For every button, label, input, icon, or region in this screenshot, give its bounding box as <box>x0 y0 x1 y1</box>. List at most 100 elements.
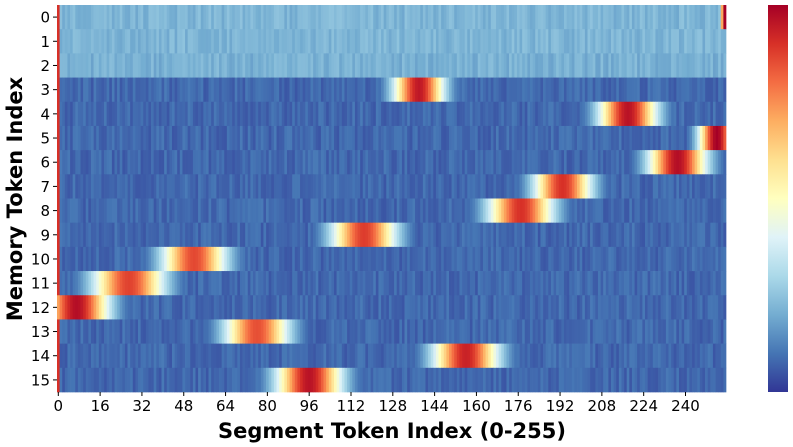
heatmap-cell <box>98 271 102 296</box>
heatmap-cell <box>493 5 497 30</box>
heatmap-cell <box>673 150 677 175</box>
heatmap-cell <box>381 222 385 248</box>
heatmap-cell <box>409 295 413 320</box>
heatmap-cell <box>702 77 706 103</box>
heatmap-cell <box>179 174 183 199</box>
heatmap-cell <box>574 319 578 344</box>
heatmap-cell <box>514 246 518 272</box>
heatmap-cell <box>203 343 207 369</box>
heatmap-cell <box>365 222 369 248</box>
heatmap-cell <box>684 125 688 151</box>
heatmap-cell <box>370 271 374 296</box>
heatmap-cell <box>153 101 157 127</box>
heatmap-cell <box>639 319 643 344</box>
heatmap-cell <box>349 150 353 175</box>
heatmap-cell <box>145 319 149 344</box>
heatmap-cell <box>600 174 604 199</box>
heatmap-cell <box>362 174 366 199</box>
heatmap-cell <box>584 198 588 224</box>
heatmap-cell <box>289 295 293 320</box>
heatmap-cell <box>556 29 560 54</box>
heatmap-cell <box>161 271 165 296</box>
heatmap-cell <box>496 271 499 296</box>
heatmap-cell <box>637 77 641 103</box>
heatmap-cell <box>644 295 648 320</box>
heatmap-cell <box>323 77 327 103</box>
heatmap-cell <box>313 174 317 199</box>
heatmap-cell <box>394 125 398 151</box>
heatmap-cell <box>535 29 539 54</box>
heatmap-cell <box>582 246 586 272</box>
heatmap-cell <box>127 295 131 320</box>
heatmap-cell <box>268 101 272 127</box>
heatmap-cell <box>608 150 612 175</box>
heatmap-cell <box>511 295 515 320</box>
heatmap-cell <box>503 367 507 393</box>
heatmap-cell <box>485 150 489 175</box>
heatmap-cell <box>156 125 160 151</box>
heatmap-cell <box>258 125 262 151</box>
heatmap-cell <box>130 319 134 344</box>
y-tick-label: 13 <box>31 323 50 341</box>
heatmap-cell <box>300 367 303 393</box>
heatmap-cell <box>185 53 189 78</box>
heatmap-cell <box>459 343 463 369</box>
heatmap-cell <box>77 271 81 296</box>
heatmap-cell <box>501 53 505 78</box>
heatmap-cell <box>386 29 390 54</box>
heatmap-cell <box>644 198 648 224</box>
heatmap-cell <box>490 125 494 151</box>
heatmap-cell <box>279 319 283 344</box>
heatmap-cell <box>477 150 481 175</box>
heatmap-cell <box>339 222 343 248</box>
heatmap-cell <box>242 53 246 78</box>
heatmap-cell <box>514 125 518 151</box>
heatmap-cell <box>600 53 604 78</box>
heatmap-cell <box>88 174 92 199</box>
heatmap-cell <box>723 29 727 54</box>
heatmap-cell <box>676 53 680 78</box>
heatmap-cell <box>85 5 89 30</box>
heatmap-cell <box>281 319 285 344</box>
heatmap-cell <box>62 150 66 175</box>
heatmap-cell <box>597 222 601 248</box>
heatmap-cell <box>464 29 468 54</box>
heatmap-cell <box>117 53 121 78</box>
heatmap-cell <box>119 101 123 127</box>
x-tick-label: 240 <box>671 397 700 415</box>
heatmap-cell <box>556 343 560 369</box>
heatmap-cell <box>553 222 557 248</box>
heatmap-cell <box>454 150 458 175</box>
heatmap-cell <box>315 319 319 344</box>
heatmap-cell <box>59 295 63 320</box>
heatmap-cell <box>399 198 403 224</box>
heatmap-cell <box>671 77 675 103</box>
heatmap-cell <box>524 150 528 175</box>
heatmap-cell <box>347 77 351 103</box>
heatmap-cell <box>276 246 280 272</box>
heatmap-cell <box>208 101 212 127</box>
heatmap-cell <box>676 198 680 224</box>
heatmap-cell <box>224 5 228 30</box>
heatmap-cell <box>480 222 484 248</box>
heatmap-cell <box>584 295 588 320</box>
heatmap-cell <box>600 125 604 151</box>
heatmap-cell <box>109 174 113 199</box>
heatmap-cell <box>349 29 353 54</box>
heatmap-cell <box>72 150 76 175</box>
heatmap-cell <box>171 5 175 30</box>
heatmap-cell <box>401 125 405 151</box>
heatmap-cell <box>496 125 499 151</box>
heatmap-cell <box>237 319 241 344</box>
heatmap-cell <box>550 343 554 369</box>
heatmap-cell <box>417 53 421 78</box>
heatmap-cell <box>331 222 335 248</box>
heatmap-cell <box>626 125 630 151</box>
heatmap-cell <box>106 198 110 224</box>
heatmap-cell <box>600 5 604 30</box>
heatmap-cell <box>569 222 573 248</box>
heatmap-cell <box>608 343 612 369</box>
heatmap-cell <box>200 77 204 103</box>
heatmap-cell <box>626 271 630 296</box>
